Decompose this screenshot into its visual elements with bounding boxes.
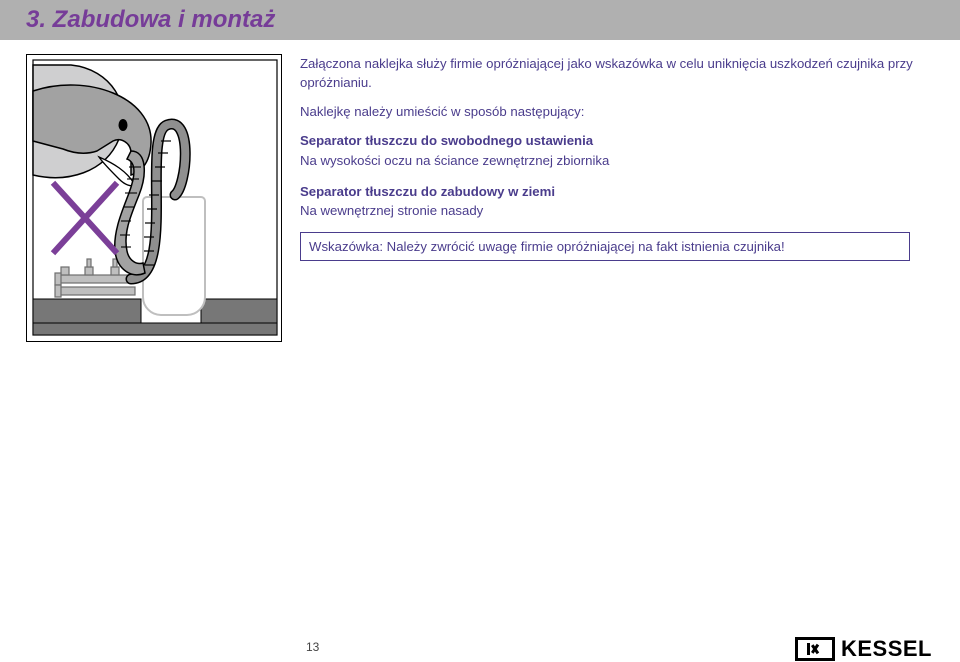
cross-icon bbox=[55, 185, 115, 251]
hint-box: Wskazówka: Należy zwrócić uwagę firmie o… bbox=[300, 232, 910, 261]
group-1-title: Separator tłuszczu do swobodnego ustawie… bbox=[300, 133, 593, 148]
brand-logo: KESSEL bbox=[795, 636, 932, 662]
illustration-frame bbox=[26, 54, 282, 342]
group-1: Separator tłuszczu do swobodnego ustawie… bbox=[300, 131, 934, 169]
section-title: 3. Zabudowa i montaż bbox=[26, 6, 934, 34]
section-header: 3. Zabudowa i montaż bbox=[0, 0, 960, 40]
hint-text: Wskazówka: Należy zwrócić uwagę firmie o… bbox=[309, 239, 785, 254]
intro-text: Załączona naklejka służy firmie opróżnia… bbox=[300, 54, 934, 92]
group-1-text: Na wysokości oczu na ściance zewnętrznej… bbox=[300, 153, 609, 168]
illustration-svg bbox=[27, 55, 282, 342]
group-2: Separator tłuszczu do zabudowy w ziemi N… bbox=[300, 182, 934, 220]
elephant-icon bbox=[33, 65, 151, 275]
page-number: 13 bbox=[306, 640, 319, 654]
brand-mark-icon bbox=[795, 637, 835, 661]
group-2-text: Na wewnętrznej stronie nasady bbox=[300, 203, 483, 218]
lead-text: Naklejkę należy umieścić w sposób następ… bbox=[300, 102, 934, 121]
group-2-title: Separator tłuszczu do zabudowy w ziemi bbox=[300, 184, 555, 199]
text-column: Załączona naklejka służy firmie opróżnia… bbox=[300, 54, 934, 342]
brand-text: KESSEL bbox=[841, 636, 932, 662]
